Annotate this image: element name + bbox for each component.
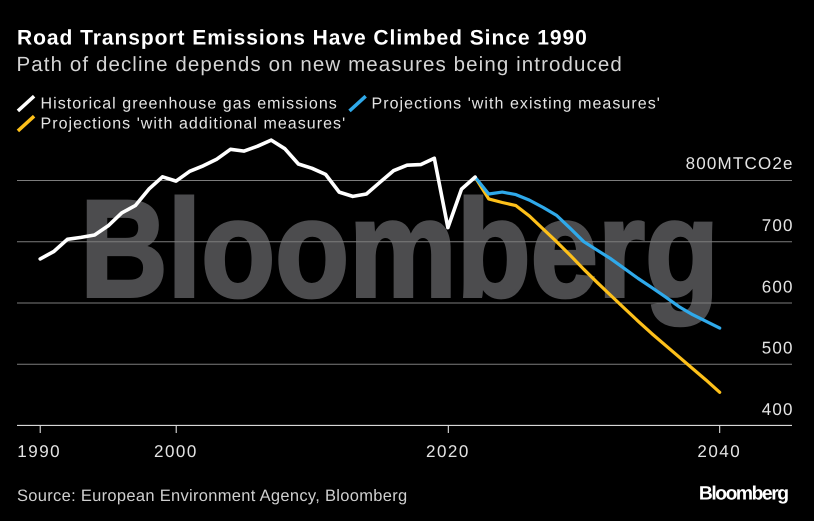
svg-text:2000: 2000 — [154, 442, 198, 461]
svg-text:2020: 2020 — [426, 442, 470, 461]
svg-text:Projections 'with additional m: Projections 'with additional measures' — [41, 116, 347, 133]
svg-text:Projections 'with existing mea: Projections 'with existing measures' — [372, 96, 661, 113]
svg-text:Road Transport Emissions Have: Road Transport Emissions Have Climbed Si… — [17, 26, 588, 49]
svg-text:600: 600 — [762, 277, 794, 296]
svg-text:Bloomberg: Bloomberg — [699, 483, 788, 504]
svg-text:Path of decline depends on new: Path of decline depends on new measures … — [17, 53, 623, 76]
svg-text:800MTCO2e: 800MTCO2e — [686, 154, 794, 173]
svg-text:Historical greenhouse gas emis: Historical greenhouse gas emissions — [41, 96, 338, 113]
svg-text:400: 400 — [762, 400, 794, 419]
svg-text:500: 500 — [762, 339, 794, 358]
svg-text:700: 700 — [762, 216, 794, 235]
svg-text:Bloomberg: Bloomberg — [80, 172, 719, 326]
svg-text:Source: European Environment A: Source: European Environment Agency, Blo… — [17, 487, 407, 505]
svg-text:1990: 1990 — [17, 442, 61, 461]
svg-text:2040: 2040 — [697, 442, 741, 461]
